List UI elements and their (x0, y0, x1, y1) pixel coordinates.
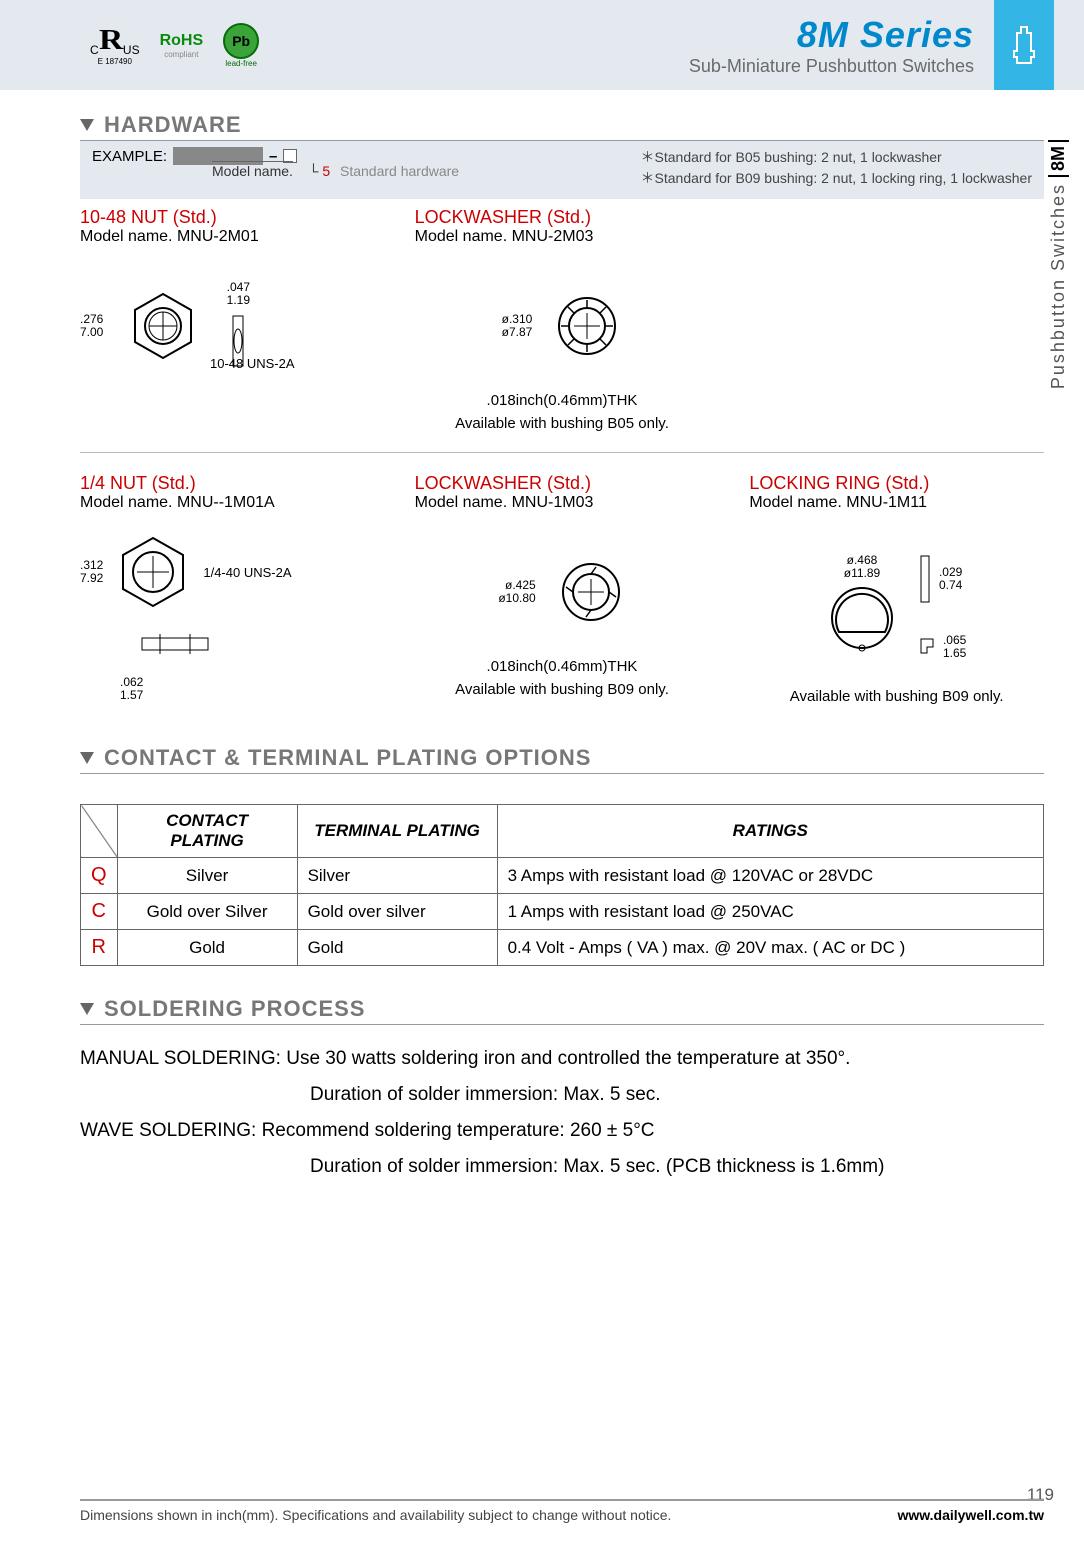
thread-label: 10-48 UNS-2A (210, 356, 375, 371)
pb-badge: Pb lead-free (223, 23, 259, 68)
rohs-badge: RoHS compliant (160, 32, 204, 59)
triangle-icon (80, 752, 94, 764)
certification-badges: C R US E 187490 RoHS compliant Pb lead-f… (90, 23, 259, 68)
hw-locking-ring: LOCKING RING (Std.) Model name. MNU-1M11… (749, 473, 1044, 705)
corner-cell (81, 805, 118, 858)
side-profile-icon (140, 632, 210, 656)
thread-label: 1/4-40 UNS-2A (203, 565, 291, 580)
wave-solder-l1: WAVE SOLDERING: Recommend soldering temp… (80, 1113, 1044, 1149)
table-row: R Gold Gold 0.4 Volt - Amps ( VA ) max. … (81, 930, 1044, 966)
ul-suffix: US (123, 43, 140, 57)
lockwasher-icon (552, 291, 622, 361)
wave-solder-l2: Duration of solder immersion: Max. 5 sec… (310, 1149, 1044, 1185)
standard-notes: ＊Standard for B05 bushing: 2 nut, 1 lock… (641, 147, 1032, 189)
example-model-name: Model name. (212, 161, 293, 179)
soldering-title: SOLDERING PROCESS (104, 996, 365, 1022)
plating-title: CONTACT & TERMINAL PLATING OPTIONS (104, 745, 591, 771)
footer: Dimensions shown in inch(mm). Specificat… (80, 1499, 1044, 1523)
triangle-icon (80, 119, 94, 131)
side-tab-text: Pushbutton Switches (1048, 183, 1069, 389)
lockwasher-icon (556, 557, 626, 627)
hw-nut-1048: 10-48 NUT (Std.) Model name. MNU-2M01 .2… (80, 207, 375, 432)
hex-nut-icon (113, 532, 193, 612)
ul-badge: C R US E 187490 (90, 25, 140, 66)
manual-solder-l1: MANUAL SOLDERING: Use 30 watts soldering… (80, 1041, 1044, 1077)
table-header-row: CONTACT PLATING TERMINAL PLATING RATINGS (81, 805, 1044, 858)
col-contact: CONTACT PLATING (117, 805, 297, 858)
ul-code: E 187490 (98, 57, 132, 66)
clip-profile-icon (917, 637, 937, 657)
col-ratings: RATINGS (497, 805, 1043, 858)
table-row: Q Silver Silver 3 Amps with resistant lo… (81, 858, 1044, 894)
side-tab-code: 8M (1048, 140, 1069, 177)
title-block: 8M Series Sub-Miniature Pushbutton Switc… (689, 14, 974, 77)
manual-solder-l2: Duration of solder immersion: Max. 5 sec… (310, 1077, 1044, 1113)
ul-prefix: C (90, 43, 99, 57)
hardware-section-head: HARDWARE (80, 112, 1044, 141)
example-5: 5 (322, 163, 330, 179)
example-bar: EXAMPLE: – Model name. └ 5 Standard hard… (80, 141, 1044, 199)
pushbutton-icon (994, 0, 1054, 90)
side-tab: 8M Pushbutton Switches (1048, 140, 1069, 389)
footer-disclaimer: Dimensions shown in inch(mm). Specificat… (80, 1507, 671, 1523)
table-row: C Gold over Silver Gold over silver 1 Am… (81, 894, 1044, 930)
triangle-icon (80, 1003, 94, 1015)
col-terminal: TERMINAL PLATING (297, 805, 497, 858)
hw-lockwasher-2: LOCKWASHER (Std.) Model name. MNU-1M03 ø… (415, 473, 710, 705)
footer-url: www.dailywell.com.tw (897, 1507, 1044, 1523)
example-label: EXAMPLE: (92, 148, 167, 165)
hw-lockwasher-1: LOCKWASHER (Std.) Model name. MNU-2M03 ø… (415, 207, 710, 432)
hex-nut-icon (123, 286, 203, 366)
series-title: 8M Series (689, 14, 974, 56)
plating-table: CONTACT PLATING TERMINAL PLATING RATINGS… (80, 804, 1044, 966)
example-std-hw: Standard hardware (340, 163, 459, 179)
series-subtitle: Sub-Miniature Pushbutton Switches (689, 56, 974, 77)
plating-section-head: CONTACT & TERMINAL PLATING OPTIONS (80, 745, 1044, 774)
hardware-grid: 10-48 NUT (Std.) Model name. MNU-2M01 .2… (80, 207, 1044, 705)
soldering-body: MANUAL SOLDERING: Use 30 watts soldering… (80, 1041, 1044, 1185)
soldering-section-head: SOLDERING PROCESS (80, 996, 1044, 1025)
note-b05: ＊Standard for B05 bushing: 2 nut, 1 lock… (641, 147, 1032, 168)
hw-nut-14: 1/4 NUT (Std.) Model name. MNU--1M01A .3… (80, 473, 375, 705)
note-b09: ＊Standard for B09 bushing: 2 nut, 1 lock… (641, 168, 1032, 189)
hardware-title: HARDWARE (104, 112, 242, 138)
header-bar: C R US E 187490 RoHS compliant Pb lead-f… (0, 0, 1084, 90)
locking-ring-icon (827, 580, 897, 660)
side-profile-icon (917, 554, 933, 604)
